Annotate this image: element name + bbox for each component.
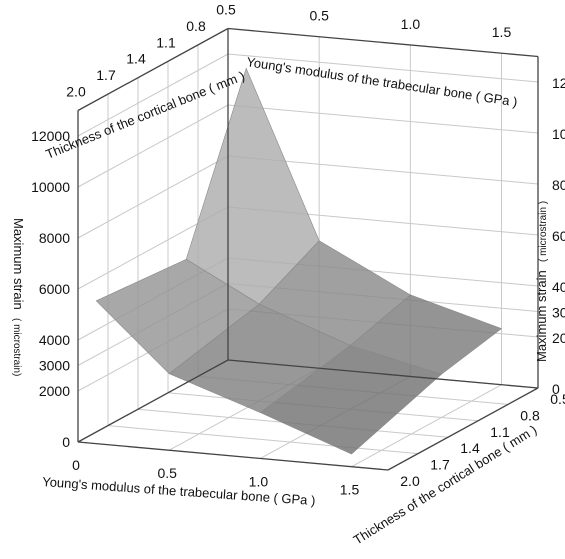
y-tick-label: 0.5 [550, 391, 565, 407]
y-tick-label: 0.8 [186, 18, 206, 34]
box-edge [77, 27, 229, 112]
z-tick-label: 10000 [31, 179, 70, 195]
z-axis-label-right: Maximum strain [534, 270, 549, 362]
y-tick-label: 2.0 [400, 473, 420, 489]
z-tick-label: 4000 [39, 332, 70, 348]
y-tick-label: 1.4 [460, 440, 480, 456]
y-tick-label: 1.7 [96, 67, 116, 83]
y-tick-label: 1.4 [126, 51, 146, 67]
y-tick-label: 2.0 [66, 84, 86, 100]
x-axis-label-front: Young's modulus of the trabecular bone (… [42, 474, 316, 508]
z-tick-label: 3000 [552, 305, 565, 321]
z-tick-label: 12000 [31, 128, 70, 144]
z-tick-label: 0 [62, 434, 70, 450]
y-tick-label: 1.1 [490, 424, 510, 440]
z-tick-label: 2000 [39, 383, 70, 399]
x-tick-label: 1.5 [492, 24, 512, 40]
left-wall-grid-line [77, 104, 229, 188]
z-tick-label: 12000 [552, 75, 565, 91]
y-tick-label: 0.8 [520, 407, 540, 423]
x-tick-label: 0.5 [309, 8, 329, 24]
axes-frame [77, 27, 539, 471]
z-axis-label-left: Maximum strain [11, 218, 26, 310]
surface [95, 67, 503, 455]
box-edge [227, 359, 539, 389]
x-tick-label: 1.0 [249, 474, 269, 490]
z-tick-label: 0 [552, 381, 560, 397]
box-edge [227, 27, 539, 58]
back-wall-grid-line [227, 104, 539, 134]
x-tick-label: 0.5 [157, 465, 177, 481]
z-tick-label: 6000 [552, 228, 565, 244]
z-tick-label: 6000 [39, 281, 70, 297]
z-tick-label: 10000 [552, 126, 565, 142]
box-edge [77, 359, 229, 443]
z-tick-label: 8000 [552, 177, 565, 193]
x-tick-label: 1.0 [401, 16, 421, 32]
box-edge [387, 387, 539, 471]
y-tick-label: 1.7 [430, 457, 450, 473]
left-wall-grid-line [77, 155, 229, 239]
left-wall-grid-line [77, 53, 229, 137]
z-tick-label: 8000 [39, 230, 70, 246]
tick-labels: 00.51.01.50.51.01.52.01.71.41.10.80.52.0… [31, 2, 565, 498]
y-axis-label-back: Thickness of the cortical bone ( mm ) [44, 68, 247, 162]
x-tick-label: 1.5 [340, 482, 360, 498]
floor-grid-line [107, 425, 419, 455]
y-tick-label: 0.5 [216, 2, 236, 18]
y-tick-label: 1.1 [156, 34, 176, 50]
floor-grid-line [351, 384, 502, 468]
back-wall-grid-line [227, 53, 539, 83]
x-tick-label: 0 [72, 457, 80, 473]
x-axis-label-back: Young's modulus of the trabecular bone (… [246, 54, 519, 109]
y-axis-label-front: Thickness of the cortical bone ( mm ) [351, 422, 540, 548]
z-tick-label: 3000 [39, 358, 70, 374]
z-axis-unit-left: ( microstrain) [11, 318, 22, 376]
box-edge [77, 441, 389, 471]
z-tick-label: 2000 [552, 330, 565, 346]
z-tick-label: 4000 [552, 279, 565, 295]
z-axis-unit-right: ( microstrain ) [538, 201, 549, 262]
